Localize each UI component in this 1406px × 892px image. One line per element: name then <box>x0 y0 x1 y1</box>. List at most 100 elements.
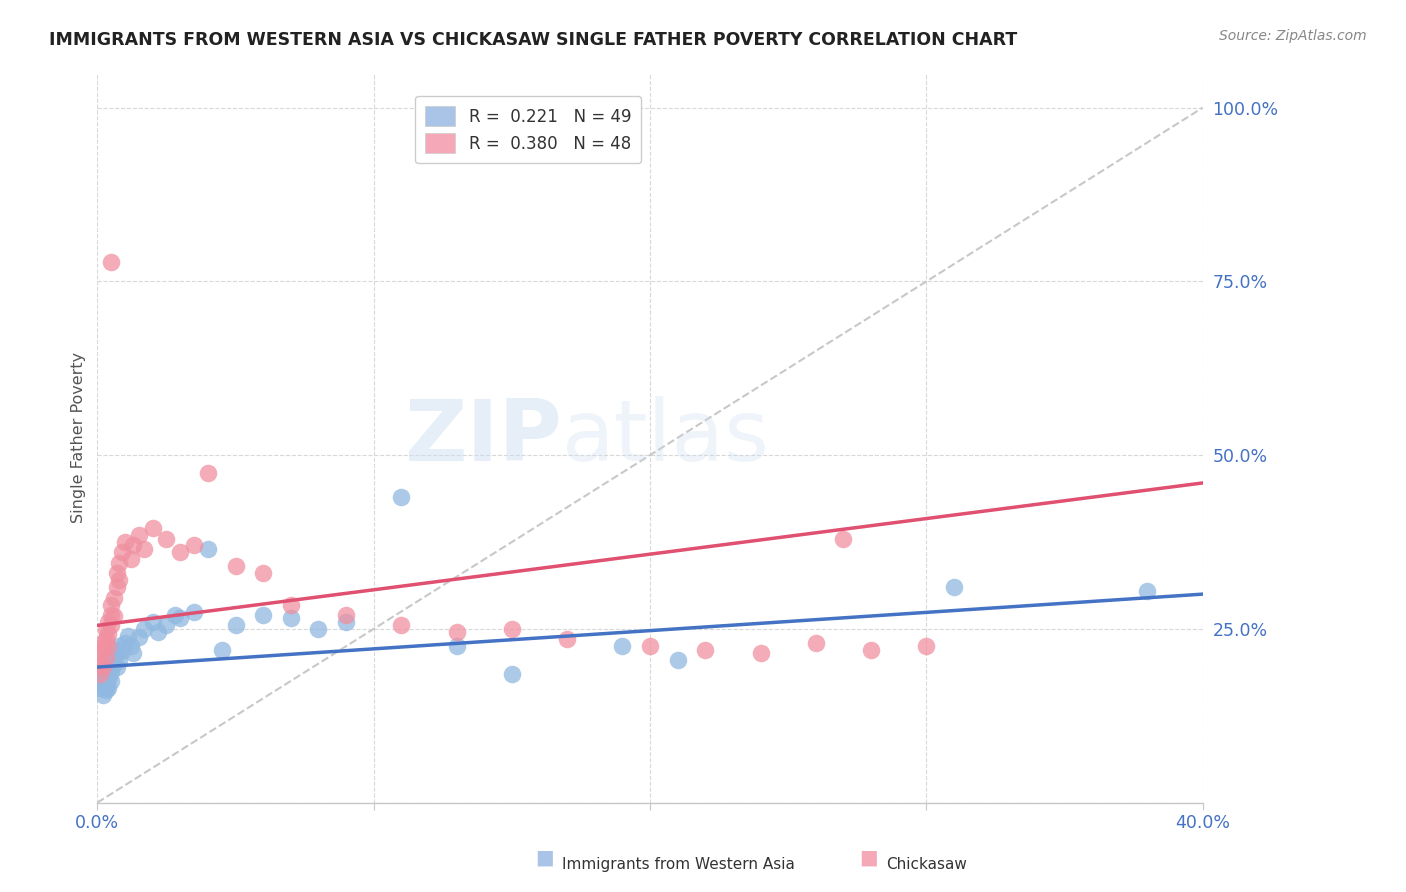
Point <box>100 598 122 612</box>
Point <box>501 622 523 636</box>
Point <box>155 532 177 546</box>
Text: Immigrants from Western Asia: Immigrants from Western Asia <box>562 857 796 872</box>
Point <box>91 664 114 678</box>
Point <box>100 649 122 664</box>
Point <box>225 559 247 574</box>
Point <box>211 642 233 657</box>
Point <box>94 667 117 681</box>
Point <box>555 632 578 647</box>
Point <box>89 673 111 688</box>
Point <box>97 660 120 674</box>
Point <box>122 539 145 553</box>
Point <box>225 618 247 632</box>
Point <box>638 639 661 653</box>
Point <box>103 642 125 657</box>
Point <box>91 636 114 650</box>
Point <box>612 639 634 653</box>
Point <box>91 677 114 691</box>
Point <box>804 636 827 650</box>
Point <box>860 642 883 657</box>
Point <box>89 667 111 681</box>
Point <box>111 545 134 559</box>
Point <box>197 466 219 480</box>
Text: Source: ZipAtlas.com: Source: ZipAtlas.com <box>1219 29 1367 43</box>
Point <box>915 639 938 653</box>
Text: ZIP: ZIP <box>404 396 561 479</box>
Point <box>446 639 468 653</box>
Text: Chickasaw: Chickasaw <box>886 857 967 872</box>
Point <box>97 639 120 653</box>
Point <box>94 679 117 693</box>
Text: IMMIGRANTS FROM WESTERN ASIA VS CHICKASAW SINGLE FATHER POVERTY CORRELATION CHAR: IMMIGRANTS FROM WESTERN ASIA VS CHICKASA… <box>49 31 1018 49</box>
Point <box>89 646 111 660</box>
Point <box>108 573 131 587</box>
Point <box>103 609 125 624</box>
Point <box>666 653 689 667</box>
Point <box>91 688 114 702</box>
Point <box>501 667 523 681</box>
Point <box>97 672 120 686</box>
Point <box>146 625 169 640</box>
Point <box>695 642 717 657</box>
Point <box>100 673 122 688</box>
Text: ▪: ▪ <box>534 843 555 872</box>
Point <box>108 556 131 570</box>
Point <box>280 598 302 612</box>
Point <box>105 646 128 660</box>
Point <box>280 611 302 625</box>
Point <box>142 521 165 535</box>
Point <box>252 607 274 622</box>
Point <box>97 615 120 629</box>
Point <box>103 657 125 671</box>
Point <box>114 636 136 650</box>
Point <box>335 607 357 622</box>
Point <box>134 541 156 556</box>
Point <box>169 545 191 559</box>
Point <box>91 660 114 674</box>
Point <box>111 644 134 658</box>
Point <box>91 671 114 685</box>
Point <box>128 528 150 542</box>
Point <box>94 632 117 647</box>
Point <box>100 607 122 622</box>
Point <box>105 566 128 581</box>
Point <box>103 591 125 605</box>
Point <box>105 580 128 594</box>
Point <box>100 665 122 679</box>
Point <box>169 611 191 625</box>
Point <box>105 660 128 674</box>
Point <box>89 681 111 695</box>
Point <box>155 618 177 632</box>
Point <box>142 615 165 629</box>
Point <box>749 646 772 660</box>
Legend: R =  0.221   N = 49, R =  0.380   N = 48: R = 0.221 N = 49, R = 0.380 N = 48 <box>415 96 641 163</box>
Point <box>91 641 114 656</box>
Point <box>183 605 205 619</box>
Point <box>94 624 117 638</box>
Point <box>117 629 139 643</box>
Point <box>134 622 156 636</box>
Point <box>943 580 966 594</box>
Point <box>335 615 357 629</box>
Point <box>108 653 131 667</box>
Point <box>100 618 122 632</box>
Point <box>120 639 142 653</box>
Point <box>307 622 329 636</box>
Point <box>97 627 120 641</box>
Point <box>128 630 150 644</box>
Point <box>97 681 120 695</box>
Point <box>94 649 117 664</box>
Point <box>114 535 136 549</box>
Y-axis label: Single Father Poverty: Single Father Poverty <box>72 352 86 524</box>
Point <box>252 566 274 581</box>
Point <box>163 607 186 622</box>
Point <box>100 255 122 269</box>
Text: ▪: ▪ <box>858 843 879 872</box>
Point <box>120 552 142 566</box>
Point <box>446 625 468 640</box>
Point <box>183 539 205 553</box>
Point <box>122 646 145 660</box>
Point <box>389 490 412 504</box>
Text: atlas: atlas <box>561 396 769 479</box>
Point <box>108 639 131 653</box>
